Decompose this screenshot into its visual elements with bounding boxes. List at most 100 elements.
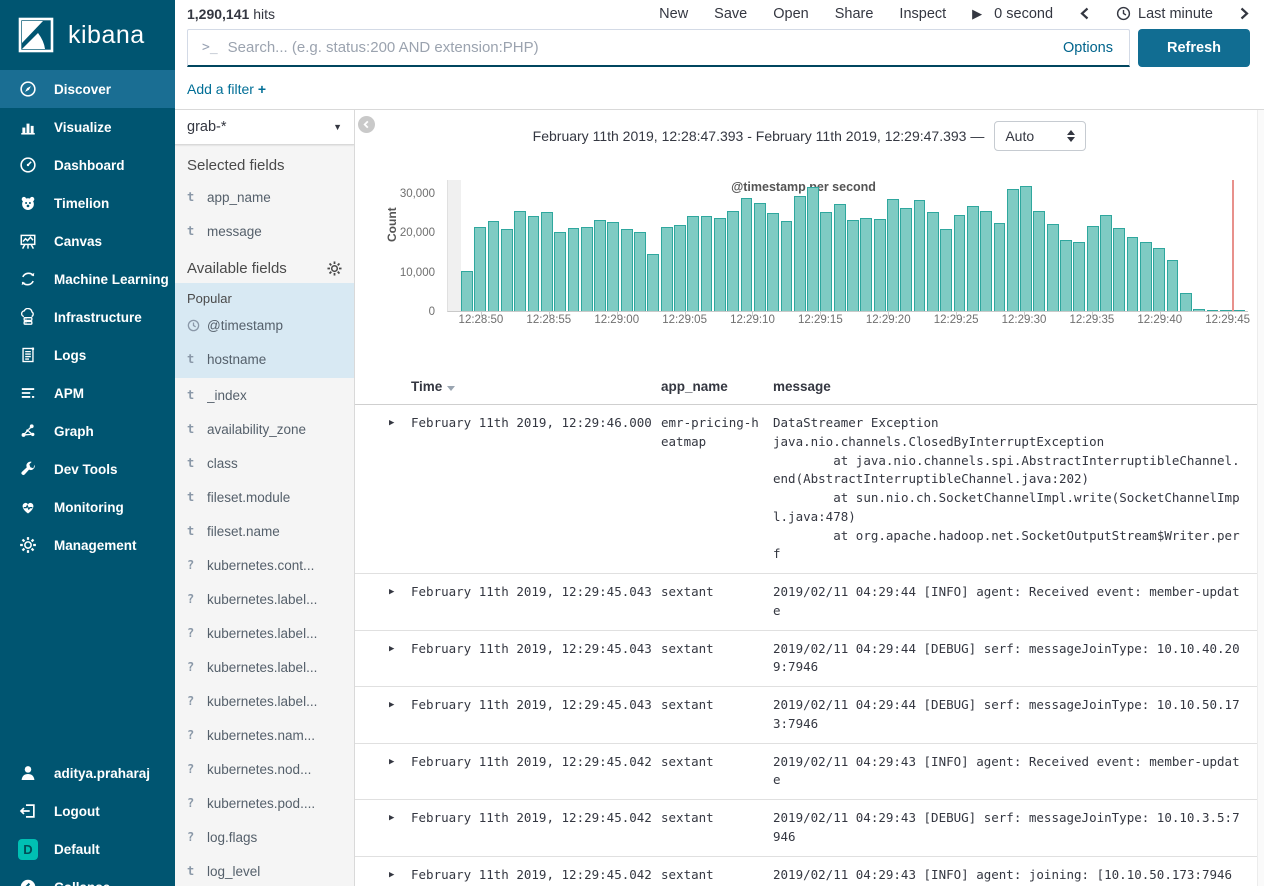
expand-row-icon[interactable]: ▶ xyxy=(389,756,395,767)
plot-area[interactable] xyxy=(447,180,1248,312)
histogram-bar[interactable] xyxy=(634,232,646,311)
histogram-bar[interactable] xyxy=(940,228,953,311)
histogram-bar[interactable] xyxy=(767,213,779,311)
add-filter-button[interactable]: Add a filter + xyxy=(187,81,267,97)
histogram-bar[interactable] xyxy=(1126,237,1139,311)
histogram-bar[interactable] xyxy=(1219,310,1232,311)
histogram-bar[interactable] xyxy=(793,195,806,311)
sidebar-item-discover[interactable]: Discover xyxy=(0,70,175,108)
histogram-bar[interactable] xyxy=(913,199,926,311)
menu-open[interactable]: Open xyxy=(773,5,809,22)
column-header-time[interactable]: Time xyxy=(411,379,661,394)
column-header-message[interactable]: message xyxy=(773,379,831,394)
sidebar-item-management[interactable]: Management xyxy=(0,526,175,564)
field-item-class[interactable]: t class xyxy=(175,446,354,480)
histogram-bar[interactable] xyxy=(1139,241,1152,311)
field-item-log.flags[interactable]: ? log.flags xyxy=(175,820,354,854)
histogram-bar[interactable] xyxy=(700,215,713,311)
histogram-bar[interactable] xyxy=(966,206,979,311)
menu-save[interactable]: Save xyxy=(714,5,748,22)
histogram-bar[interactable] xyxy=(860,217,873,311)
sidebar-item-canvas[interactable]: Canvas xyxy=(0,222,175,260)
sidebar-item-monitoring[interactable]: Monitoring xyxy=(0,488,175,526)
histogram-bar[interactable] xyxy=(780,220,793,311)
histogram-bar[interactable] xyxy=(554,231,566,311)
histogram-bar[interactable] xyxy=(607,221,620,311)
field-item-fileset.module[interactable]: t fileset.module xyxy=(175,480,354,514)
sidebar-item-collapse[interactable]: Collapse xyxy=(0,868,175,886)
histogram-bar[interactable] xyxy=(1086,226,1099,311)
histogram-bar[interactable] xyxy=(461,270,473,311)
play-icon[interactable]: ▶ xyxy=(972,5,983,21)
expand-row-icon[interactable]: ▶ xyxy=(389,700,395,710)
histogram-bar[interactable] xyxy=(1153,248,1166,311)
histogram-bar[interactable] xyxy=(807,186,819,311)
expand-row-icon[interactable]: ▶ xyxy=(389,813,395,823)
histogram-bar[interactable] xyxy=(727,210,740,311)
histogram-bar[interactable] xyxy=(687,215,700,311)
histogram-bar[interactable] xyxy=(740,198,753,311)
histogram-bar[interactable] xyxy=(873,218,886,311)
histogram-bar[interactable] xyxy=(847,219,859,311)
histogram-bar[interactable] xyxy=(1166,260,1179,311)
histogram-bar[interactable] xyxy=(1046,223,1059,311)
sidebar-item-logs[interactable]: Logs xyxy=(0,336,175,374)
histogram-bar[interactable] xyxy=(674,224,686,311)
histogram-bar[interactable] xyxy=(753,203,766,311)
refresh-button[interactable]: Refresh xyxy=(1138,29,1250,67)
histogram-bar[interactable] xyxy=(900,208,913,311)
field-item-availability_zone[interactable]: t availability_zone xyxy=(175,412,354,446)
search-input[interactable] xyxy=(227,39,1054,56)
column-header-app-name[interactable]: app_name xyxy=(661,379,728,394)
histogram-bar[interactable] xyxy=(1033,210,1046,311)
sidebar-item-infrastructure[interactable]: Infrastructure xyxy=(0,298,175,336)
histogram-bar[interactable] xyxy=(540,212,553,311)
histogram-bar[interactable] xyxy=(993,222,1006,311)
gear-icon[interactable] xyxy=(327,261,342,276)
field-item-kubernetes.nod...[interactable]: ? kubernetes.nod... xyxy=(175,752,354,786)
histogram-bar[interactable] xyxy=(660,227,673,311)
sidebar-item-visualize[interactable]: Visualize xyxy=(0,108,175,146)
histogram-bar[interactable] xyxy=(1006,189,1019,311)
histogram-bar[interactable] xyxy=(1193,309,1205,311)
histogram-bar[interactable] xyxy=(567,227,580,311)
field-item-fileset.name[interactable]: t fileset.name xyxy=(175,514,354,548)
histogram-bar[interactable] xyxy=(580,226,593,311)
sidebar-item-machine-learning[interactable]: Machine Learning xyxy=(0,260,175,298)
histogram-bar[interactable] xyxy=(1206,310,1219,311)
field-item-@timestamp[interactable]: @timestamp xyxy=(175,308,354,342)
expand-row-icon[interactable]: ▶ xyxy=(389,869,395,880)
sidebar-item-logout[interactable]: Logout xyxy=(0,792,175,830)
histogram-bar[interactable] xyxy=(1020,186,1032,311)
field-item-log_level[interactable]: t log_level xyxy=(175,854,354,886)
histogram-bar[interactable] xyxy=(500,229,513,311)
menu-share[interactable]: Share xyxy=(834,5,874,22)
field-item-app_name[interactable]: t app_name xyxy=(175,180,354,214)
field-item-kubernetes.label...[interactable]: ? kubernetes.label... xyxy=(175,582,354,616)
field-item-hostname[interactable]: t hostname xyxy=(175,342,354,376)
histogram-bar[interactable] xyxy=(713,217,726,311)
query-options-link[interactable]: Options xyxy=(1063,39,1113,56)
histogram-bar[interactable] xyxy=(514,210,527,311)
sidebar-item-default[interactable]: D Default xyxy=(0,830,175,868)
histogram-bar[interactable] xyxy=(833,203,846,311)
histogram-bar[interactable] xyxy=(1179,292,1192,311)
collapse-fields-panel-icon[interactable] xyxy=(358,116,375,133)
histogram-bar[interactable] xyxy=(1073,242,1086,311)
sidebar-item-timelion[interactable]: Timelion xyxy=(0,184,175,222)
histogram-bar[interactable] xyxy=(647,253,660,311)
histogram-bar[interactable] xyxy=(953,214,966,311)
sidebar-item-aditya-praharaj[interactable]: aditya.praharaj xyxy=(0,754,175,792)
scrollbar[interactable] xyxy=(1257,110,1264,886)
refresh-interval-label[interactable]: 0 second xyxy=(994,5,1054,22)
histogram-bar[interactable] xyxy=(620,228,633,311)
time-forward-icon[interactable] xyxy=(1239,7,1250,20)
histogram-bar[interactable] xyxy=(527,215,540,311)
sidebar-item-dashboard[interactable]: Dashboard xyxy=(0,146,175,184)
histogram-bar[interactable] xyxy=(474,226,487,311)
field-item-kubernetes.pod....[interactable]: ? kubernetes.pod.... xyxy=(175,786,354,820)
field-item-message[interactable]: t message xyxy=(175,214,354,248)
expand-row-icon[interactable]: ▶ xyxy=(389,643,395,654)
menu-new[interactable]: New xyxy=(659,5,689,22)
menu-inspect[interactable]: Inspect xyxy=(899,5,947,22)
